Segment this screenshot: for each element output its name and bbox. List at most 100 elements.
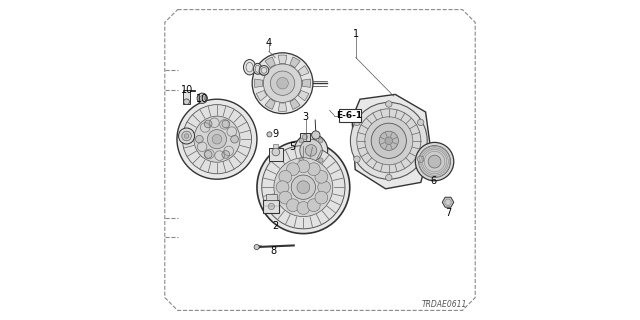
Text: 2: 2 bbox=[273, 220, 279, 231]
Circle shape bbox=[182, 105, 252, 174]
Circle shape bbox=[299, 158, 303, 162]
Circle shape bbox=[272, 148, 280, 156]
Text: 6: 6 bbox=[431, 176, 436, 186]
Circle shape bbox=[279, 191, 292, 204]
Circle shape bbox=[254, 244, 259, 250]
Circle shape bbox=[385, 174, 392, 181]
Circle shape bbox=[307, 199, 320, 212]
Bar bbox=[269, 148, 283, 161]
Circle shape bbox=[379, 131, 398, 150]
Circle shape bbox=[262, 146, 345, 229]
Circle shape bbox=[291, 175, 316, 199]
Polygon shape bbox=[352, 94, 430, 189]
Circle shape bbox=[319, 139, 323, 143]
Circle shape bbox=[299, 139, 303, 143]
Polygon shape bbox=[290, 57, 300, 68]
Polygon shape bbox=[183, 90, 195, 104]
Ellipse shape bbox=[253, 63, 262, 74]
Circle shape bbox=[274, 158, 333, 217]
Circle shape bbox=[354, 119, 360, 126]
Circle shape bbox=[179, 128, 195, 144]
Circle shape bbox=[204, 120, 212, 128]
Bar bbox=[264, 200, 280, 213]
Circle shape bbox=[207, 130, 227, 149]
Circle shape bbox=[276, 181, 289, 194]
Circle shape bbox=[212, 134, 222, 144]
Circle shape bbox=[196, 135, 204, 143]
Circle shape bbox=[184, 99, 189, 105]
Circle shape bbox=[317, 181, 330, 194]
Polygon shape bbox=[278, 103, 287, 111]
Circle shape bbox=[307, 163, 320, 176]
Circle shape bbox=[417, 156, 424, 163]
Circle shape bbox=[200, 96, 205, 101]
Circle shape bbox=[312, 131, 320, 139]
Circle shape bbox=[182, 131, 191, 141]
FancyBboxPatch shape bbox=[339, 109, 361, 122]
Text: 3: 3 bbox=[303, 112, 308, 122]
Polygon shape bbox=[278, 55, 287, 64]
Circle shape bbox=[385, 101, 392, 107]
Circle shape bbox=[297, 181, 310, 194]
Circle shape bbox=[294, 134, 328, 167]
Polygon shape bbox=[442, 197, 454, 207]
Circle shape bbox=[351, 102, 428, 179]
Circle shape bbox=[365, 117, 413, 165]
Text: 10: 10 bbox=[181, 84, 193, 95]
Text: 1: 1 bbox=[353, 28, 359, 39]
Polygon shape bbox=[290, 99, 300, 109]
Text: 9: 9 bbox=[273, 129, 279, 140]
Circle shape bbox=[177, 99, 257, 179]
Circle shape bbox=[231, 135, 239, 143]
Polygon shape bbox=[257, 91, 267, 101]
Circle shape bbox=[267, 132, 272, 137]
Circle shape bbox=[222, 120, 230, 128]
Polygon shape bbox=[265, 57, 275, 68]
Circle shape bbox=[297, 160, 310, 173]
Circle shape bbox=[315, 171, 328, 183]
Circle shape bbox=[315, 191, 328, 204]
Circle shape bbox=[194, 116, 240, 162]
Circle shape bbox=[268, 203, 275, 210]
Circle shape bbox=[197, 93, 207, 103]
Bar bbox=[266, 194, 277, 200]
Circle shape bbox=[252, 53, 313, 114]
Circle shape bbox=[419, 146, 451, 178]
Text: 7: 7 bbox=[445, 208, 451, 218]
Circle shape bbox=[270, 71, 295, 95]
Text: TRDAE0611: TRDAE0611 bbox=[422, 300, 467, 309]
Circle shape bbox=[264, 64, 302, 102]
Polygon shape bbox=[255, 79, 263, 87]
Circle shape bbox=[297, 202, 310, 214]
Circle shape bbox=[417, 119, 424, 126]
Circle shape bbox=[276, 77, 288, 89]
Ellipse shape bbox=[243, 60, 256, 75]
Circle shape bbox=[257, 141, 349, 234]
Circle shape bbox=[287, 199, 300, 212]
Polygon shape bbox=[257, 66, 267, 76]
Circle shape bbox=[371, 123, 406, 158]
Polygon shape bbox=[298, 91, 308, 101]
Polygon shape bbox=[298, 66, 308, 76]
Ellipse shape bbox=[259, 66, 269, 75]
Circle shape bbox=[184, 134, 189, 138]
Text: 10: 10 bbox=[195, 94, 208, 104]
Circle shape bbox=[357, 109, 421, 173]
Circle shape bbox=[415, 142, 454, 181]
Bar bbox=[300, 133, 310, 141]
Circle shape bbox=[385, 137, 392, 145]
Circle shape bbox=[354, 156, 360, 163]
Circle shape bbox=[300, 139, 323, 162]
Text: 4: 4 bbox=[266, 38, 272, 48]
Circle shape bbox=[428, 155, 441, 168]
Circle shape bbox=[279, 171, 292, 183]
Bar bbox=[273, 144, 278, 148]
Circle shape bbox=[287, 163, 300, 176]
Text: 8: 8 bbox=[271, 246, 276, 256]
Circle shape bbox=[222, 151, 230, 158]
Text: 5: 5 bbox=[290, 142, 296, 152]
Circle shape bbox=[303, 134, 308, 140]
Polygon shape bbox=[265, 99, 275, 109]
Polygon shape bbox=[302, 79, 311, 87]
Circle shape bbox=[319, 158, 323, 162]
